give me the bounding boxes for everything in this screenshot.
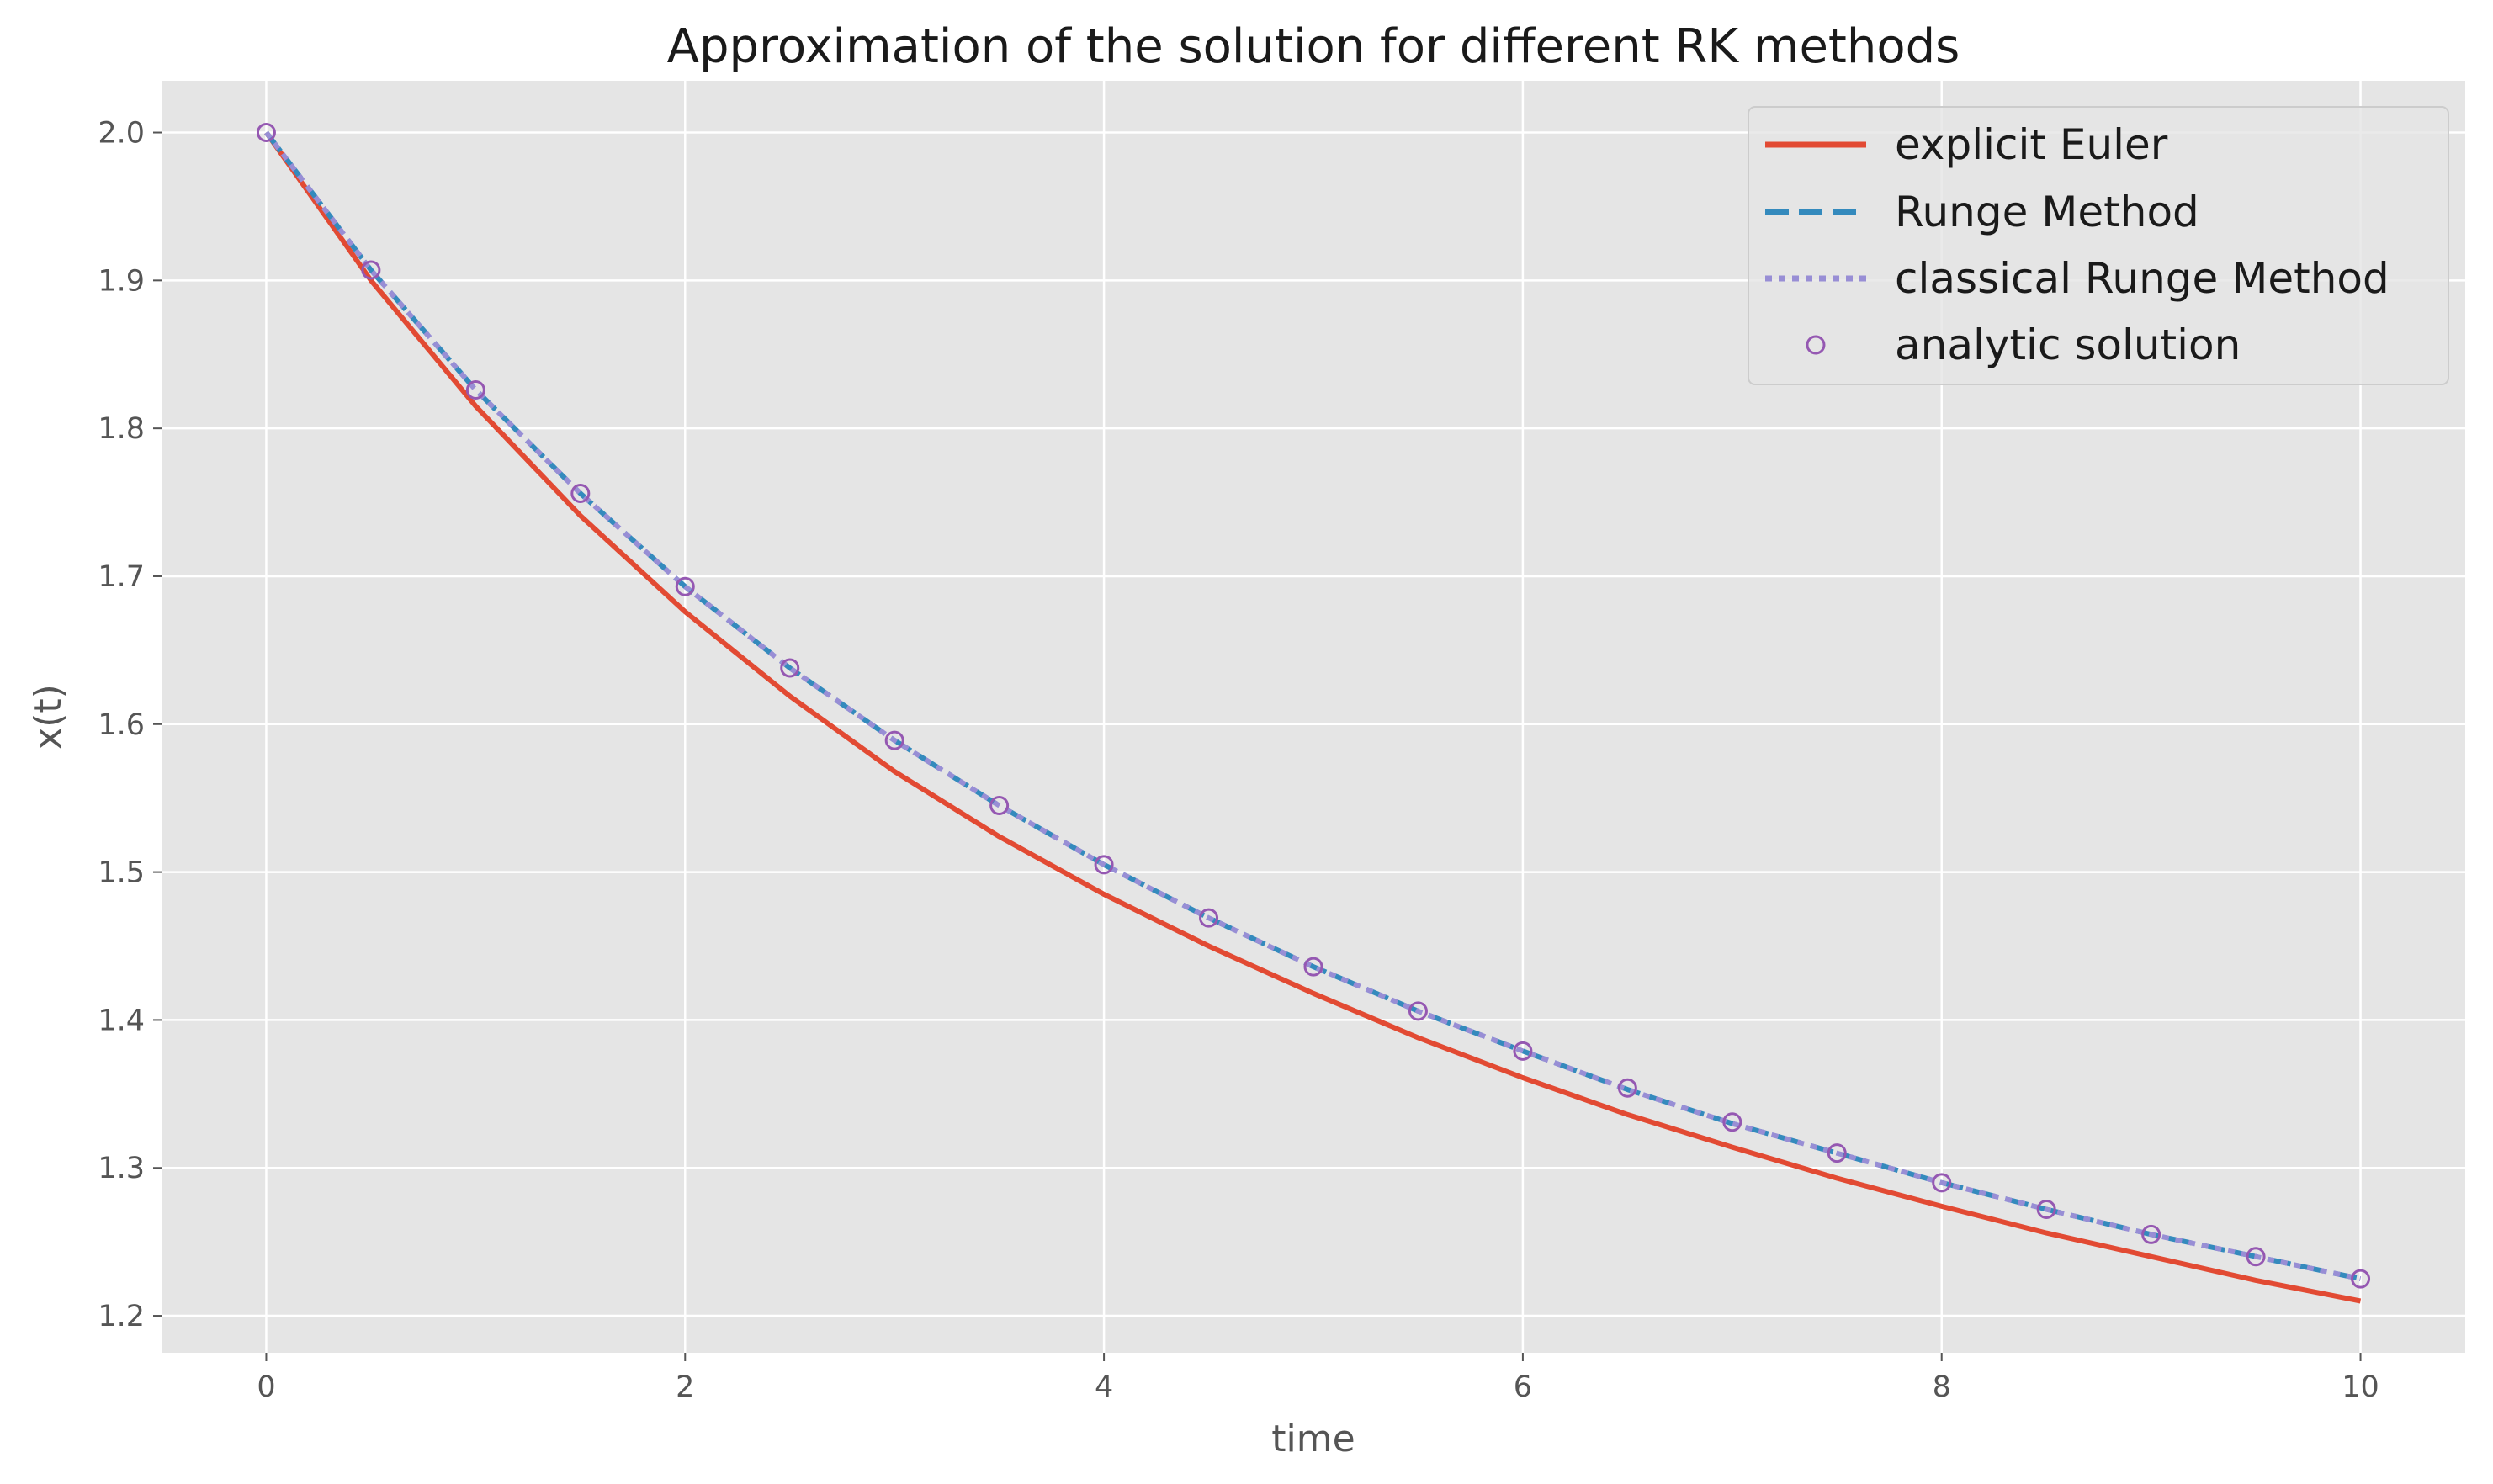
analytic-solution-point xyxy=(884,730,904,750)
explicit-euler-line xyxy=(264,130,2362,1304)
analytic-solution-point xyxy=(675,576,695,596)
y-tick-label: 1.2 xyxy=(98,1300,145,1333)
y-tick-label: 1.7 xyxy=(98,560,145,594)
classical-runge-method-line xyxy=(264,130,2362,1282)
analytic-solution-point xyxy=(465,379,485,400)
y-tick-label: 1.9 xyxy=(98,264,145,298)
y-axis-label: x(t) xyxy=(27,684,70,750)
x-axis-label: time xyxy=(1271,1418,1355,1460)
x-tick-label: 2 xyxy=(676,1370,694,1404)
analytic-solution-point xyxy=(1094,855,1114,875)
grid xyxy=(162,81,2465,1353)
analytic-solution-point xyxy=(256,123,276,143)
y-tick-label: 2.0 xyxy=(98,117,145,151)
analytic-solution-point xyxy=(1617,1078,1637,1098)
analytic-solution-point xyxy=(2246,1247,2266,1267)
legend-box xyxy=(1748,106,2449,385)
analytic-solution-point xyxy=(1303,957,1323,977)
x-tick-label: 8 xyxy=(1933,1370,1951,1404)
analytic-solution-point xyxy=(1722,1112,1742,1132)
legend-label: explicit Euler xyxy=(1895,120,2168,169)
legend-items: explicit Euler Runge Method classical Rung… xyxy=(1765,120,2390,369)
analytic-solution-point xyxy=(780,658,800,678)
analytic-solution-point xyxy=(1932,1173,1952,1193)
legend-label: classical Runge Method xyxy=(1895,254,2390,303)
legend: explicit Euler Runge Method classical Rung… xyxy=(1748,106,2449,385)
analytic-solution-point xyxy=(2351,1269,2371,1289)
analytic-solution-point xyxy=(2141,1224,2161,1244)
legend-label: analytic solution xyxy=(1895,321,2241,369)
x-tick-label: 6 xyxy=(1514,1370,1532,1404)
x-tick-label: 4 xyxy=(1095,1370,1113,1404)
analytic-solution-point xyxy=(1827,1143,1847,1163)
analytic-solution-point xyxy=(2036,1199,2056,1219)
analytic-solution-point xyxy=(1513,1041,1533,1061)
chart-title: Approximation of the solution for differ… xyxy=(667,19,1960,74)
x-tick-label: 0 xyxy=(257,1370,275,1404)
y-tick-label: 1.5 xyxy=(98,856,145,890)
x-ticks: 0 2 4 6 8 10 xyxy=(257,1353,2379,1404)
y-ticks: 1.2 1.3 1.4 1.5 1.6 1.7 1.8 1.9 2.0 xyxy=(98,117,162,1333)
x-tick-label: 10 xyxy=(2342,1370,2379,1404)
analytic-solution-point xyxy=(989,795,1010,815)
analytic-solution-point xyxy=(1199,908,1219,928)
series-group xyxy=(256,123,2371,1304)
analytic-solution-point xyxy=(1408,1001,1428,1021)
y-tick-label: 1.3 xyxy=(98,1152,145,1185)
analytic-solution-point xyxy=(361,260,381,280)
y-tick-label: 1.8 xyxy=(98,412,145,446)
legend-swatch xyxy=(1806,335,1826,355)
analytic-solution-point xyxy=(570,484,591,504)
y-tick-label: 1.4 xyxy=(98,1004,145,1037)
legend-label: Runge Method xyxy=(1895,188,2199,236)
y-tick-label: 1.6 xyxy=(98,708,145,742)
